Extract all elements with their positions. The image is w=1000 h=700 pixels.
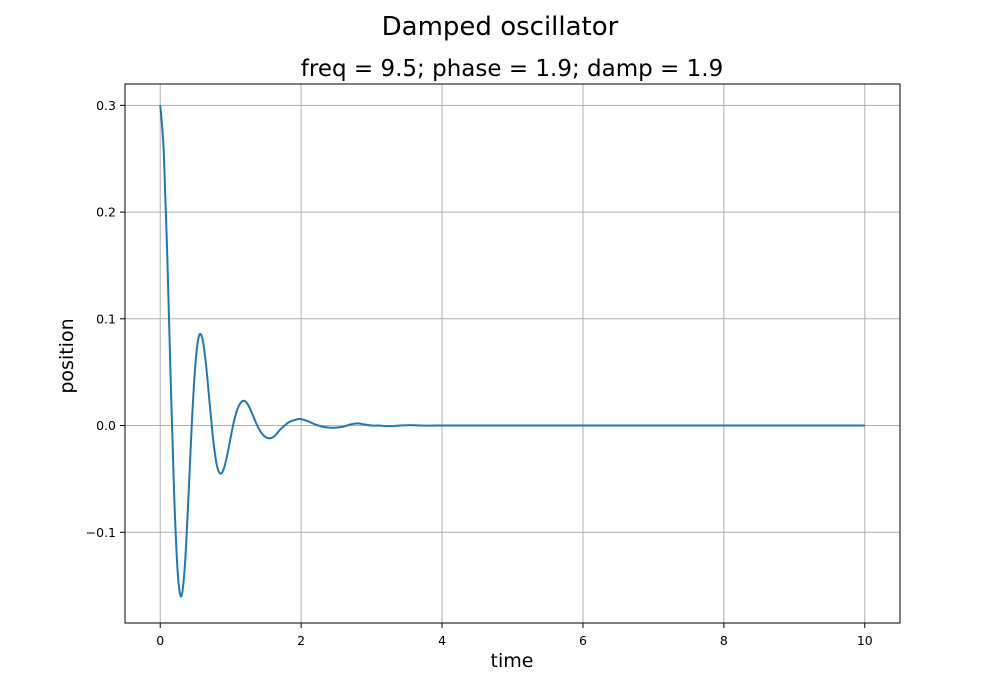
y-tick-label: −0.1	[86, 525, 116, 540]
grid	[125, 84, 900, 623]
y-tick-label: 0.0	[96, 418, 116, 433]
series-line	[159, 105, 865, 598]
y-tick-label: 0.2	[96, 205, 116, 220]
y-tick-label: 0.3	[96, 98, 116, 113]
x-tick-label: 4	[438, 633, 446, 648]
ticks: 0 2 4 6 8 10 −0.1 0.0 0.1 0.2 0.3	[86, 98, 873, 648]
y-tick-label: 0.1	[96, 311, 116, 326]
chart-suptitle: Damped oscillator	[382, 12, 619, 42]
x-tick-label: 10	[857, 633, 873, 648]
series-layer	[159, 105, 865, 598]
x-tick-label: 6	[579, 633, 587, 648]
x-axis-label: time	[491, 650, 534, 672]
x-tick-label: 0	[156, 633, 164, 648]
y-axis-label: position	[56, 318, 78, 393]
x-tick-label: 2	[297, 633, 305, 648]
chart-title: freq = 9.5; phase = 1.9; damp = 1.9	[301, 56, 723, 82]
x-tick-label: 8	[720, 633, 728, 648]
plot-frame	[124, 83, 901, 624]
